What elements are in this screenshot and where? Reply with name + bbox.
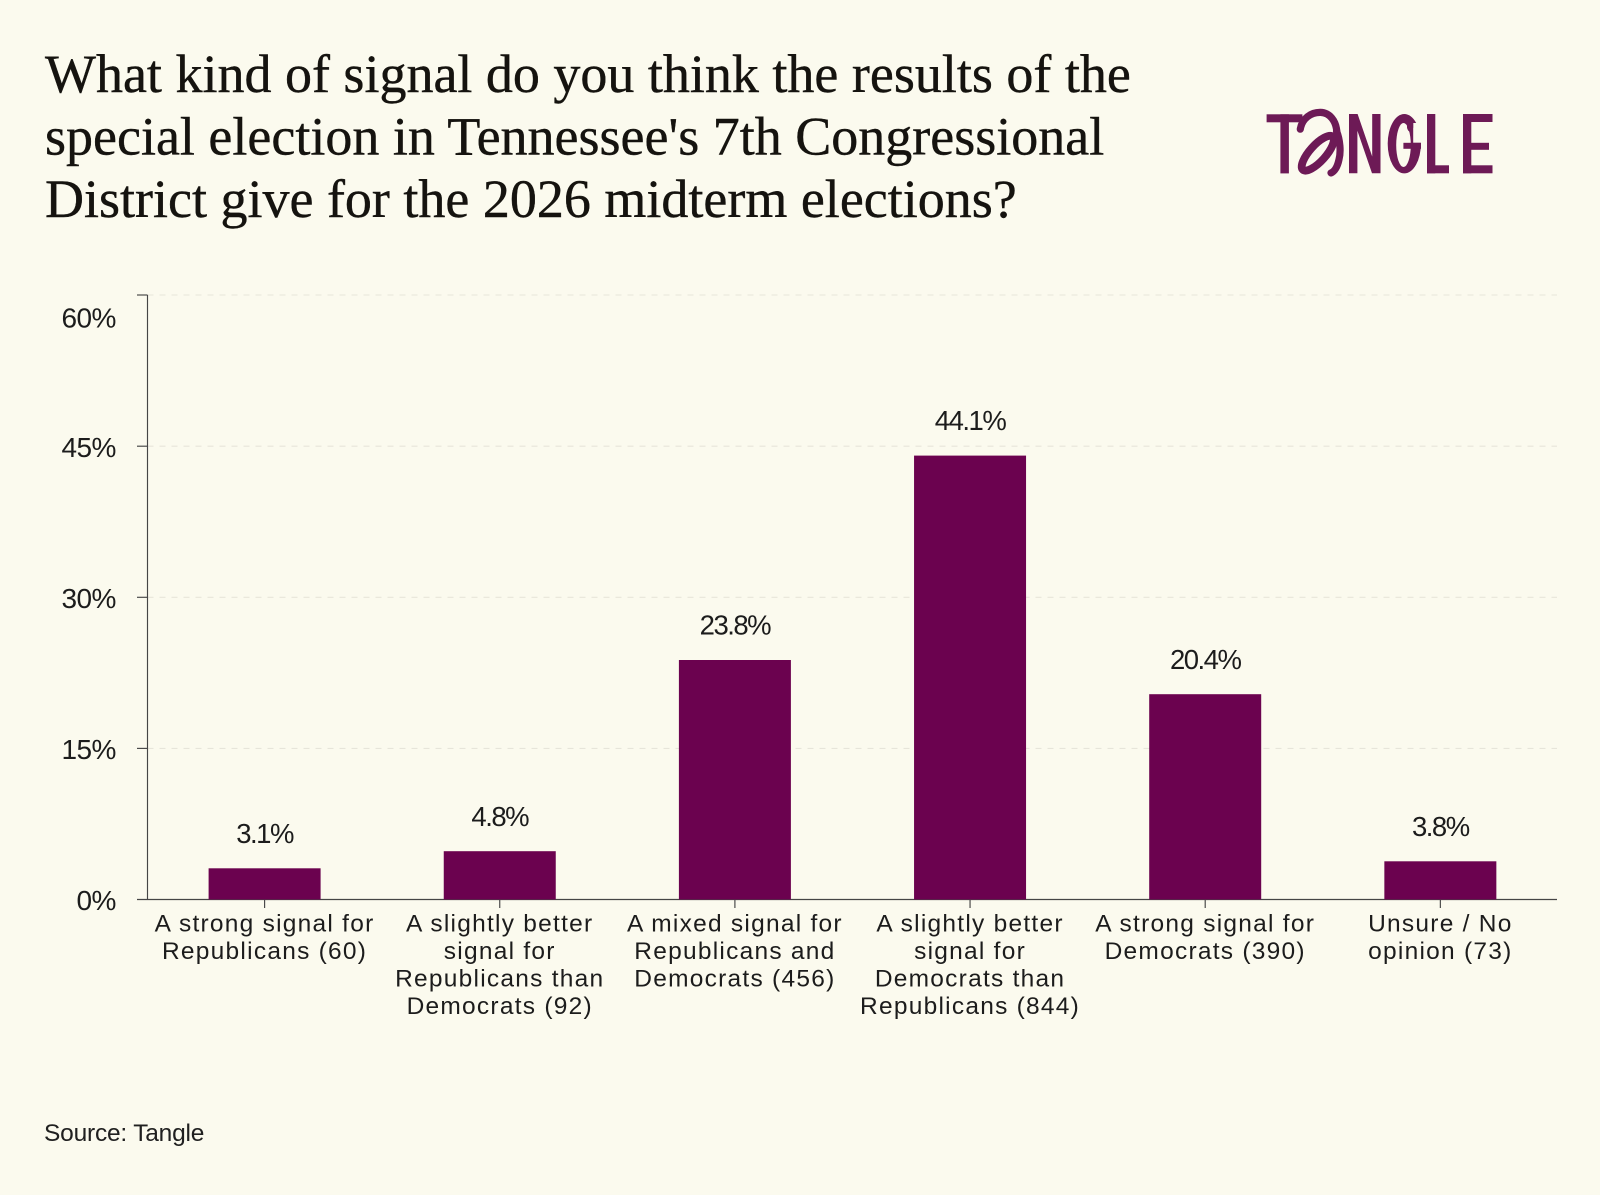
svg-text:30%: 30% bbox=[61, 583, 115, 614]
svg-text:60%: 60% bbox=[61, 302, 115, 333]
svg-text:20.4%: 20.4% bbox=[1170, 644, 1242, 675]
svg-text:What kind of signal do you thi: What kind of signal do you think the res… bbox=[45, 44, 1131, 104]
svg-text:23.8%: 23.8% bbox=[700, 610, 772, 641]
svg-text:Source: Tangle: Source: Tangle bbox=[44, 1120, 204, 1147]
svg-text:45%: 45% bbox=[61, 432, 115, 463]
svg-text:3.8%: 3.8% bbox=[1412, 811, 1470, 842]
svg-text:District give for the 2026 mid: District give for the 2026 midterm elect… bbox=[45, 169, 1017, 229]
svg-text:special election in Tennessee': special election in Tennessee's 7th Cong… bbox=[45, 107, 1104, 167]
svg-text:4.8%: 4.8% bbox=[471, 801, 529, 832]
svg-text:15%: 15% bbox=[61, 734, 115, 765]
svg-text:0%: 0% bbox=[77, 885, 116, 916]
svg-text:44.1%: 44.1% bbox=[935, 405, 1007, 436]
svg-text:3.1%: 3.1% bbox=[236, 818, 294, 849]
